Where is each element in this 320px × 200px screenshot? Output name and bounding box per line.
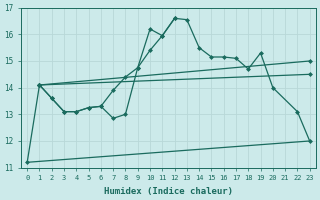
X-axis label: Humidex (Indice chaleur): Humidex (Indice chaleur) (104, 187, 233, 196)
